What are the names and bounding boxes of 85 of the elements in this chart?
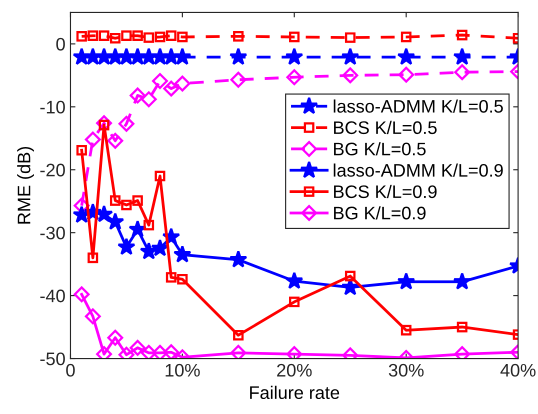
- point: [233, 31, 244, 42]
- point: [118, 116, 134, 132]
- point: [400, 32, 412, 42]
- y-tick-label: -20: [40, 164, 65, 176]
- point: [341, 278, 360, 296]
- y-axis-title: RME (dB): [17, 146, 34, 224]
- point: [230, 72, 246, 88]
- point: [107, 132, 124, 149]
- point: [76, 31, 87, 42]
- point: [140, 344, 157, 359]
- point: [121, 200, 132, 210]
- point: [144, 220, 154, 230]
- x-tick-label: 30%: [388, 364, 424, 377]
- point: [454, 346, 470, 359]
- point: [152, 344, 168, 359]
- point: [454, 64, 470, 80]
- legend-label: BG K/L=0.5: [334, 142, 426, 156]
- point: [229, 48, 248, 65]
- point: [117, 238, 136, 255]
- x-tick-label: 20%: [277, 364, 312, 377]
- point: [98, 30, 110, 41]
- point: [96, 346, 112, 359]
- point: [84, 132, 101, 148]
- legend-label: BCS K/L=0.5: [334, 120, 437, 134]
- point: [230, 344, 246, 359]
- point: [233, 330, 244, 341]
- legend-label: lasso-ADMM K/L=0.5: [334, 99, 503, 113]
- y-tick-label: -50: [40, 352, 65, 366]
- point: [289, 32, 300, 42]
- y-tick-label: -10: [40, 100, 65, 114]
- point: [84, 308, 101, 324]
- point: [88, 252, 98, 264]
- point: [453, 272, 472, 290]
- point: [107, 330, 124, 346]
- point: [344, 32, 356, 43]
- point: [397, 48, 416, 65]
- point: [110, 195, 121, 206]
- point: [456, 30, 468, 40]
- point: [342, 67, 358, 84]
- legend-label: BG K/L=0.9: [334, 206, 426, 220]
- legend-label: lasso-ADMM K/L=0.9: [334, 164, 503, 177]
- y-tick-label: 0: [56, 38, 65, 51]
- point: [453, 48, 472, 65]
- point: [397, 272, 416, 290]
- point: [163, 344, 180, 359]
- x-axis-title: Failure rate: [250, 386, 340, 400]
- x-tick-label: 0: [66, 364, 75, 377]
- point: [456, 322, 468, 332]
- point: [174, 76, 190, 92]
- point: [344, 270, 356, 282]
- point: [177, 274, 188, 285]
- point: [166, 272, 176, 283]
- point: [110, 32, 121, 44]
- x-tick-label: 40%: [500, 364, 536, 377]
- point: [285, 272, 304, 289]
- point: [398, 66, 414, 83]
- point: [154, 32, 166, 42]
- point: [166, 30, 176, 41]
- point: [132, 30, 143, 41]
- point: [400, 324, 412, 336]
- point: [121, 30, 132, 41]
- point: [132, 195, 143, 206]
- point: [341, 48, 360, 65]
- point: [140, 91, 157, 108]
- point: [76, 144, 87, 156]
- point: [173, 48, 192, 65]
- point: [286, 69, 302, 86]
- point: [88, 30, 98, 41]
- point: [130, 88, 146, 104]
- point: [173, 245, 192, 263]
- x-tick-label: 10%: [166, 364, 200, 377]
- point: [130, 340, 146, 356]
- point: [152, 73, 168, 89]
- point: [289, 296, 300, 308]
- legend-label: BCS K/L=0.9: [334, 184, 437, 198]
- point: [229, 250, 248, 268]
- point: [144, 32, 154, 43]
- point: [177, 32, 188, 42]
- point: [285, 48, 304, 65]
- point: [163, 80, 180, 97]
- point: [154, 170, 166, 182]
- point: [286, 346, 302, 359]
- y-tick-label: -40: [40, 290, 65, 302]
- y-tick-label: -30: [40, 226, 65, 240]
- point: [74, 286, 90, 302]
